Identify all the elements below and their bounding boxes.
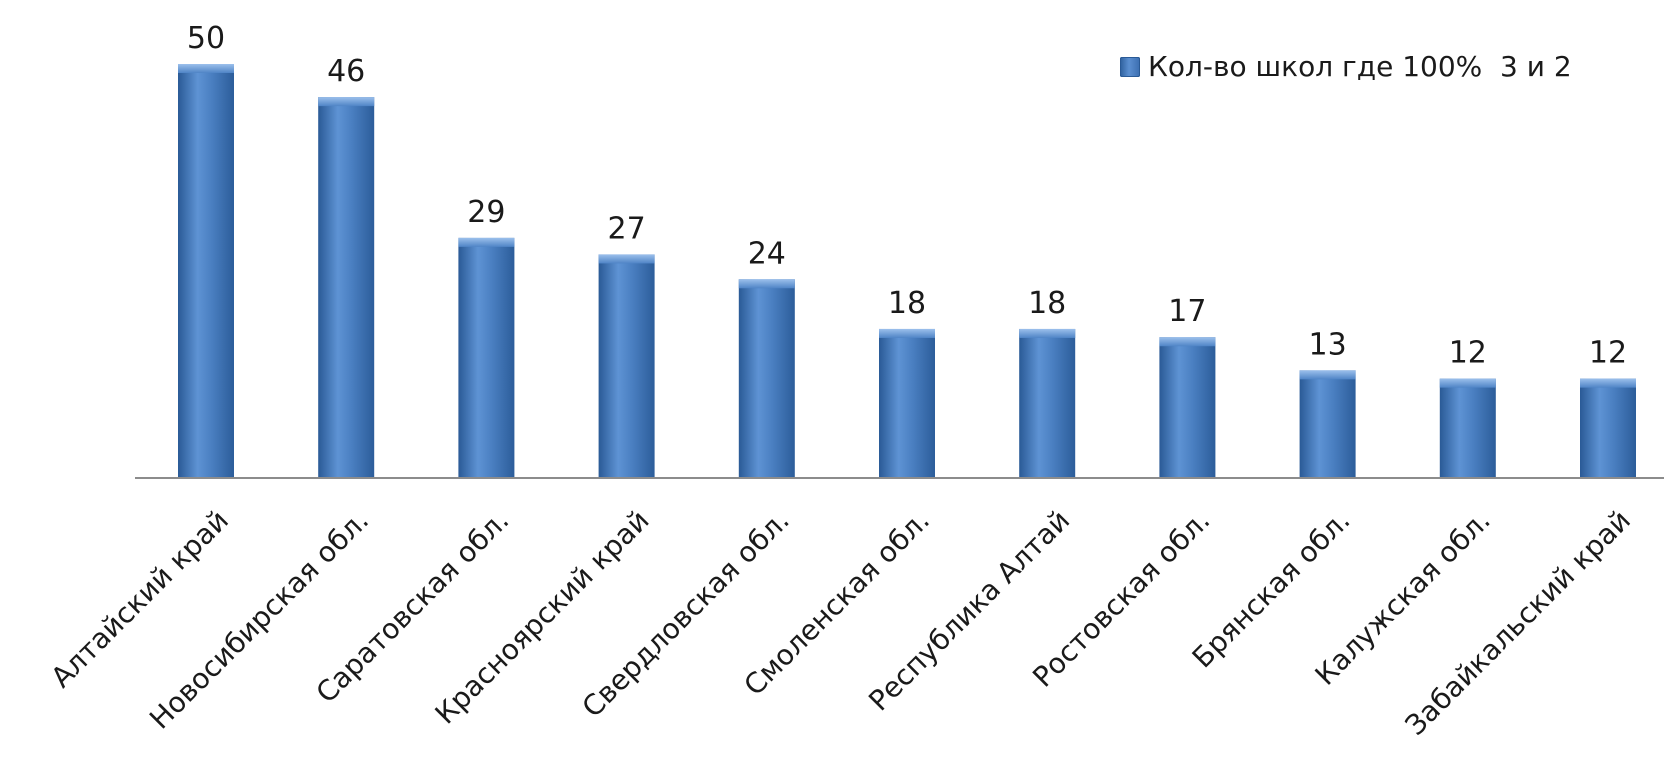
bar-value-label: 13: [1309, 327, 1347, 362]
bar-top-bevel: [458, 237, 515, 247]
bar-body: [598, 254, 655, 478]
legend: Кол-во школ где 100% 3 и 2: [1120, 50, 1572, 83]
bar-body: [1019, 328, 1076, 478]
category-tick-label: Забайкальский край: [1399, 504, 1637, 742]
bar-body: [318, 97, 375, 479]
legend-swatch: [1120, 56, 1140, 77]
bar-body: [458, 237, 515, 478]
bar-body: [1580, 378, 1636, 478]
bar-top-bevel: [738, 279, 795, 289]
bars-layer: [178, 64, 1636, 479]
bar-top-bevel: [1580, 378, 1636, 388]
bar-body: [879, 328, 935, 478]
bar-top-bevel: [178, 64, 234, 73]
bar-top-bevel: [598, 254, 655, 264]
bar-value-label: 46: [327, 54, 365, 89]
bar-body: [1159, 337, 1216, 478]
bar: [318, 97, 375, 479]
bar: [1299, 370, 1356, 478]
bar: [1019, 328, 1076, 478]
legend-series-label: Кол-во школ где 100% 3 и 2: [1148, 50, 1572, 83]
bar-top-bevel: [879, 328, 935, 338]
bar: [879, 328, 935, 478]
bar-value-label: 17: [1168, 294, 1206, 329]
bar-value-label: 12: [1589, 336, 1627, 371]
bar-value-label: 29: [467, 195, 505, 230]
bar: [1439, 378, 1496, 478]
bar-value-label: 18: [1028, 286, 1066, 321]
bar: [738, 279, 795, 478]
bar: [458, 237, 515, 478]
bar-value-label: 50: [187, 21, 225, 56]
bar-top-bevel: [318, 97, 375, 107]
bar-body: [178, 64, 234, 478]
bar-value-label: 12: [1449, 336, 1487, 371]
bar-value-label: 27: [608, 211, 646, 246]
bar-body: [1299, 370, 1356, 478]
bar-body: [738, 279, 795, 478]
bar: [1580, 378, 1636, 478]
bar-top-bevel: [1439, 378, 1496, 388]
bar-value-label: 24: [748, 236, 786, 271]
bar: [598, 254, 655, 478]
bar-value-label: 18: [888, 286, 926, 321]
bar: [1159, 337, 1216, 478]
bar-top-bevel: [1159, 337, 1216, 347]
bar-top-bevel: [1299, 370, 1356, 380]
value-labels-layer: 50 46 29 27 24 18 18 17 13 12 12: [187, 21, 1627, 371]
bar-top-bevel: [1019, 328, 1076, 338]
bar: [178, 64, 234, 478]
bar-body: [1439, 378, 1496, 478]
